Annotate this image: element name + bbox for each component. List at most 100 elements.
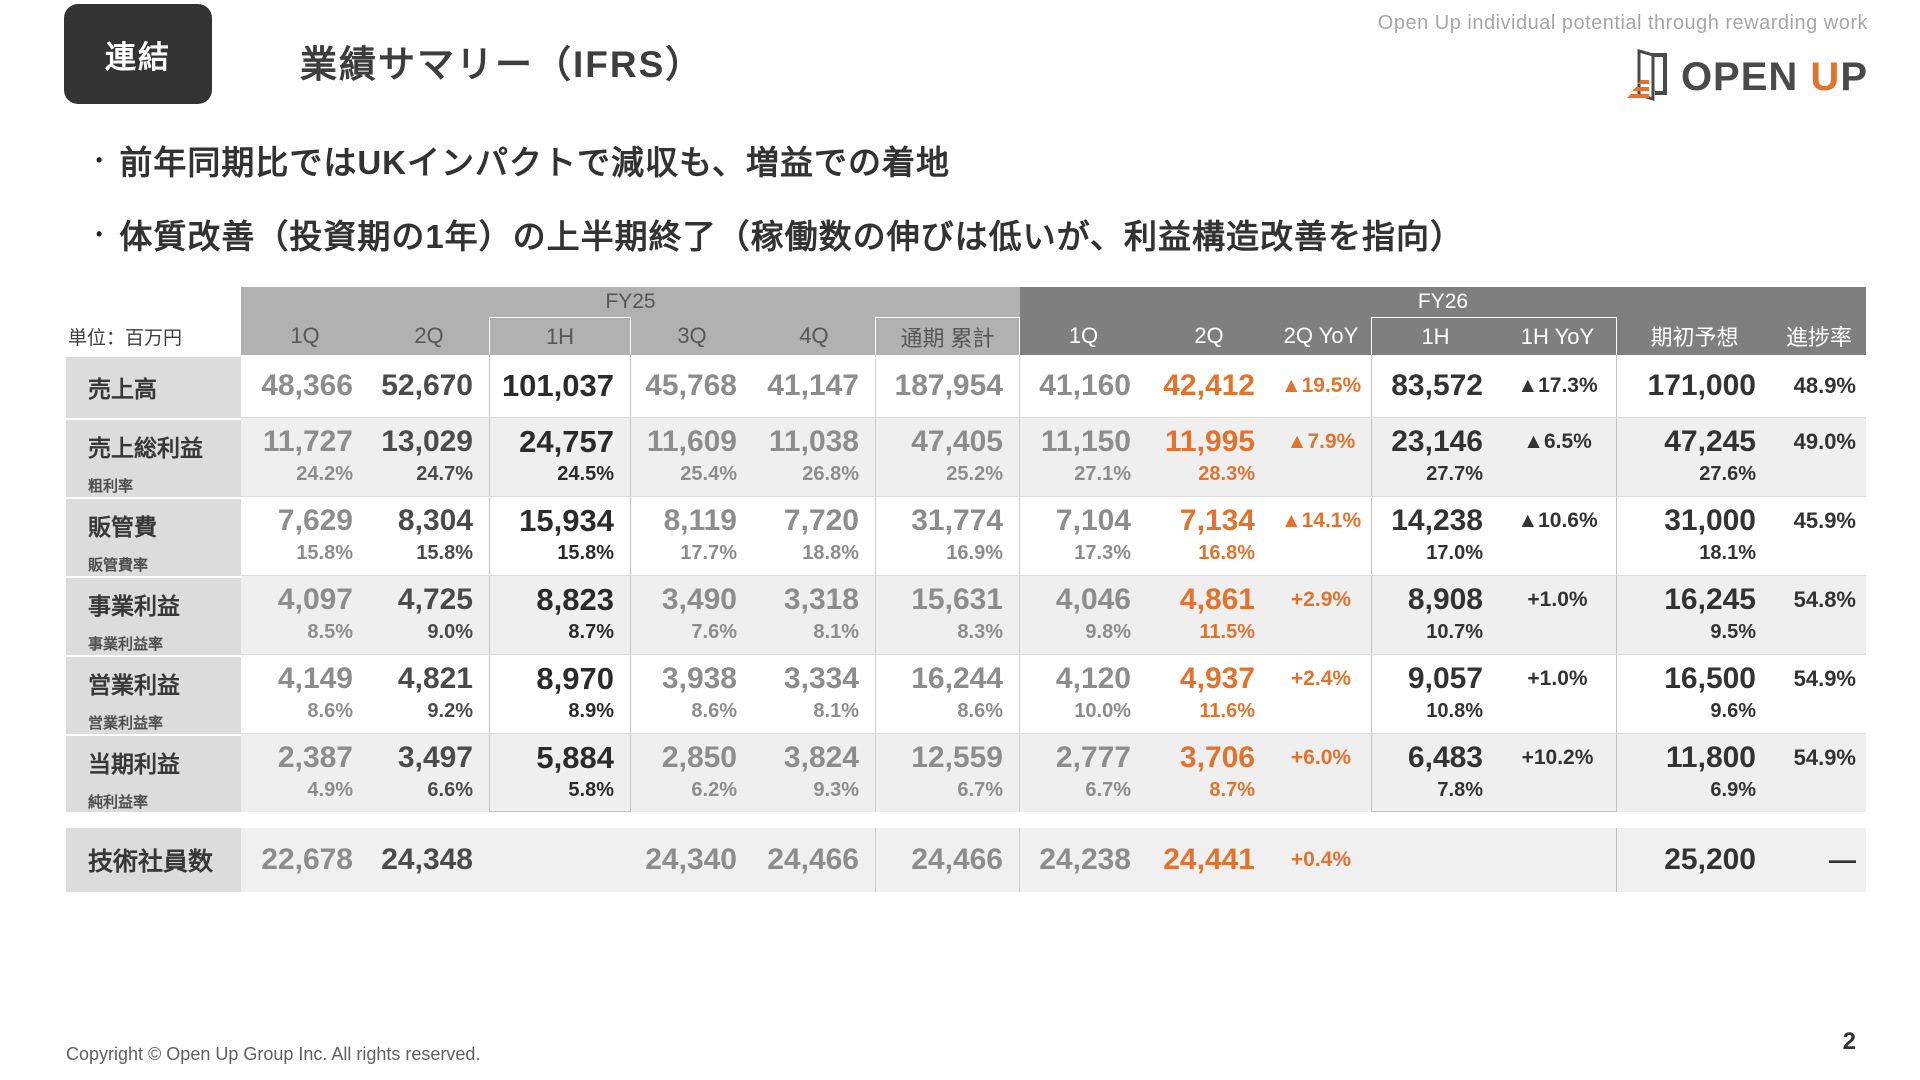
value-cell: 11,038 26.8%: [753, 418, 875, 496]
value-cell: 49.0%: [1772, 418, 1866, 496]
value-cell: 48,366: [241, 355, 369, 417]
value-cell: +6.0%: [1271, 734, 1371, 812]
value-text: 41,160: [1039, 369, 1131, 402]
value-text: 6,483: [1407, 741, 1483, 774]
open-up-logo: OPEN UP: [1625, 48, 1868, 107]
value-text: 4,821: [397, 662, 473, 695]
value-text: ▲17.3%: [1517, 374, 1598, 397]
column-header: 3Q: [631, 317, 753, 355]
value-cell: 54.9%: [1772, 655, 1866, 733]
value-text: 25,200: [1664, 843, 1756, 876]
value-text: +0.4%: [1290, 848, 1352, 871]
value-cell: +1.0%: [1499, 655, 1617, 733]
value-text: 24,340: [645, 843, 737, 876]
rate-text: 17.0%: [1426, 542, 1483, 564]
column-header: 4Q: [753, 317, 875, 355]
value-cell: 45.9%: [1772, 497, 1866, 575]
row-label: 販管費 販管費率: [66, 497, 241, 575]
value-cell: 31,774 16.9%: [875, 497, 1020, 575]
value-cell: 3,706 8.7%: [1147, 734, 1271, 812]
rate-text: 8.6%: [307, 700, 353, 722]
rate-text: 6.7%: [1085, 779, 1131, 801]
value-cell: ▲19.5%: [1271, 355, 1371, 417]
value-text: 4,046: [1055, 583, 1131, 616]
rate-text: [1271, 621, 1371, 653]
value-cell: 171,000: [1617, 355, 1772, 417]
value-cell: —: [1772, 828, 1866, 892]
value-text: [489, 828, 631, 892]
table-header-groups: FY25 FY26: [66, 287, 1866, 317]
row-label-main: 売上総利益: [88, 435, 203, 461]
value-text: [1499, 828, 1616, 892]
value-cell: 31,000 18.1%: [1617, 497, 1772, 575]
company-tagline: Open Up individual potential through rew…: [1377, 12, 1868, 34]
value-cell: 8,304 15.8%: [369, 497, 489, 575]
value-cell: 4,046 9.8%: [1020, 576, 1147, 654]
row-label-main: 販管費: [88, 514, 157, 540]
value-text: 8,908: [1407, 583, 1483, 616]
value-text: 8,304: [397, 504, 473, 537]
rate-text: [1271, 542, 1371, 574]
value-cell: [1499, 828, 1617, 892]
performance-summary-table: FY25 FY26 単位：百万円 1Q 2Q 1H 3Q 4Q 通期 累計 1Q 2Q 2Q YoY 1…: [66, 287, 1866, 892]
value-cell: 7,104 17.3%: [1020, 497, 1147, 575]
bullet-item: • 体質改善（投資期の1年）の上半期終了（稼働数の伸びは低いが、利益構造改善を指…: [96, 210, 1464, 258]
value-text: +10.2%: [1521, 746, 1594, 769]
rate-text: 6.2%: [691, 779, 737, 801]
value-text: ▲14.1%: [1280, 509, 1362, 532]
value-text: —: [1829, 844, 1856, 875]
rate-text: 11.6%: [1199, 700, 1255, 722]
table-row: 当期利益 純利益率 2,387 4.9% 3,497 6.6% 5,884 5.8% 2,850…: [66, 733, 1866, 812]
row-label: 営業利益 営業利益率: [66, 655, 241, 733]
value-cell: [489, 828, 631, 892]
rate-text: 26.8%: [802, 463, 859, 485]
value-cell: 11,995 28.3%: [1147, 418, 1271, 496]
value-cell: 3,497 6.6%: [369, 734, 489, 812]
rate-text: 24.2%: [296, 463, 353, 485]
value-text: 45.9%: [1793, 508, 1856, 533]
bullet-dot-icon: •: [96, 149, 104, 170]
value-text: 22,678: [261, 843, 353, 876]
value-text: 23,146: [1391, 425, 1483, 458]
value-text: 15,934: [519, 503, 614, 538]
row-label: 売上高: [66, 355, 241, 417]
value-text: 2,777: [1055, 741, 1131, 774]
bullet-item: • 前年同期比ではUKインパクトで減収も、増益での着地: [96, 136, 1464, 184]
value-text: [1371, 828, 1499, 892]
rate-text: 8.7%: [568, 621, 614, 643]
value-text: +1.0%: [1527, 667, 1588, 690]
rate-text: 6.9%: [1710, 779, 1756, 801]
value-text: 83,572: [1391, 369, 1483, 402]
value-cell: 9,057 10.8%: [1371, 655, 1499, 733]
rate-text: 15.8%: [557, 542, 614, 564]
rate-text: 17.7%: [680, 542, 737, 564]
value-cell: ▲10.6%: [1499, 497, 1617, 575]
value-cell: 25,200: [1617, 828, 1772, 892]
value-cell: +2.9%: [1271, 576, 1371, 654]
value-text: 47,405: [911, 425, 1003, 458]
rate-text: 8.6%: [691, 700, 737, 722]
rate-text: 8.3%: [957, 621, 1003, 643]
value-cell: 11,727 24.2%: [241, 418, 369, 496]
value-cell: 47,245 27.6%: [1617, 418, 1772, 496]
open-up-logo-text: OPEN UP: [1680, 55, 1868, 99]
value-cell: 5,884 5.8%: [489, 734, 631, 812]
value-text: 15,631: [911, 583, 1003, 616]
page-title: 業績サマリー（IFRS）: [300, 44, 705, 85]
column-header: 1Q: [241, 317, 369, 355]
value-cell: 8,119 17.7%: [631, 497, 753, 575]
rate-text: 18.1%: [1699, 542, 1756, 564]
row-label-main: 当期利益: [88, 751, 180, 777]
consolidated-badge: 連結: [64, 4, 212, 104]
value-text: 3,938: [661, 662, 737, 695]
value-cell: 101,037: [489, 355, 631, 417]
value-cell: 6,483 7.8%: [1371, 734, 1499, 812]
value-text: 187,954: [894, 369, 1003, 402]
value-text: 8,970: [536, 661, 614, 696]
value-text: 2,387: [277, 741, 353, 774]
table-row: 販管費 販管費率 7,629 15.8% 8,304 15.8% 15,934 15.8% 8,…: [66, 496, 1866, 575]
rate-text: [1271, 463, 1371, 495]
value-cell: 11,800 6.9%: [1617, 734, 1772, 812]
rate-text: 9.2%: [427, 700, 473, 722]
rate-text: 4.9%: [307, 779, 353, 801]
